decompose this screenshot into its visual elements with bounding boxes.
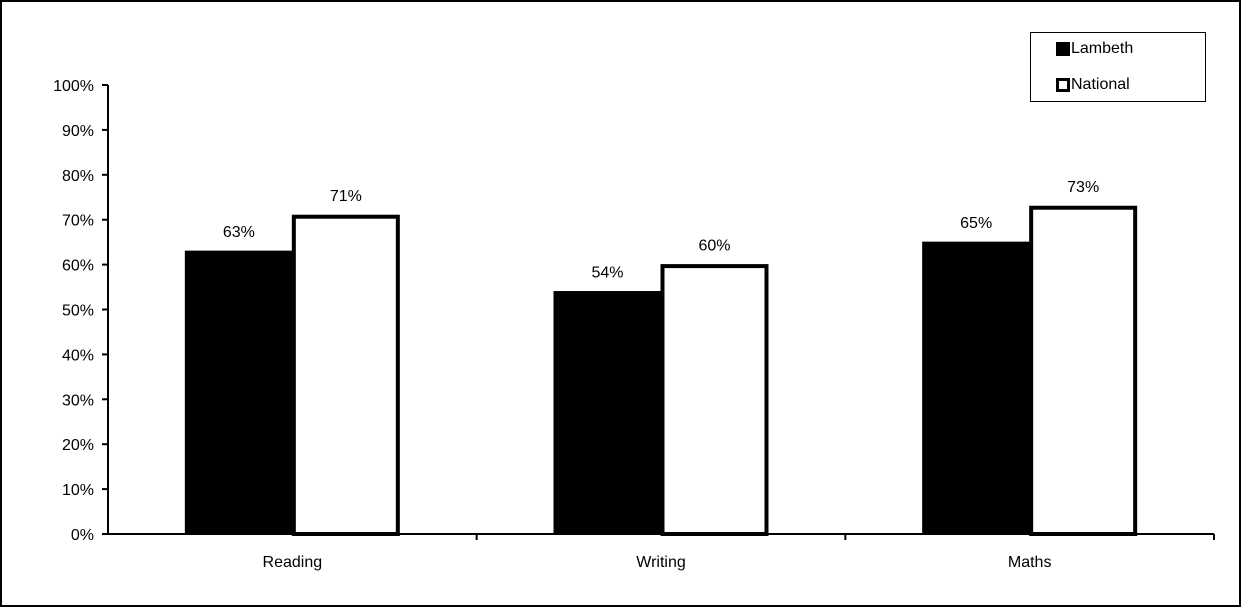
y-tick-label: 90% (62, 123, 94, 140)
x-tick-label-reading: Reading (263, 554, 323, 571)
y-tick-label: 10% (62, 482, 94, 499)
data-label-lambeth-writing: 54% (591, 265, 623, 282)
y-tick-label: 0% (71, 527, 94, 544)
bar-lambeth-reading (184, 250, 293, 535)
bar-national-writing (660, 264, 769, 536)
x-tick-label-maths: Maths (1008, 554, 1052, 571)
y-tick-label: 20% (62, 437, 94, 454)
y-tick-label: 40% (62, 347, 94, 364)
y-tick-label: 30% (62, 392, 94, 409)
data-label-national-reading: 71% (330, 188, 362, 205)
legend-item-lambeth: Lambeth (1056, 39, 1134, 59)
data-label-lambeth-reading: 63% (223, 224, 255, 241)
y-tick-label: 100% (53, 78, 94, 95)
legend-label-national: National (1071, 76, 1130, 93)
y-tick-label: 50% (62, 303, 94, 320)
y-tick-label: 80% (62, 168, 94, 185)
bar-lambeth-writing (553, 291, 662, 535)
legend-swatch-lambeth (1056, 42, 1070, 56)
y-tick-label: 70% (62, 213, 94, 230)
bars (184, 205, 1138, 537)
legend-label-lambeth: Lambeth (1071, 40, 1134, 57)
data-label-lambeth-maths: 65% (960, 215, 992, 232)
legend-swatch-national (1056, 78, 1070, 92)
x-tick-label-writing: Writing (636, 554, 686, 571)
legend-item-national: National (1056, 75, 1130, 95)
bar-lambeth-maths (922, 241, 1031, 535)
y-tick-label: 60% (62, 258, 94, 275)
legend: Lambeth National (1030, 32, 1206, 102)
data-labels: Reading 63% 71% Writing 54% 60% Maths 65% 73% (223, 179, 1099, 571)
data-label-national-maths: 73% (1067, 179, 1099, 196)
bar-national-maths (1029, 205, 1138, 536)
bar-national-reading (291, 214, 400, 537)
data-label-national-writing: 60% (698, 238, 730, 255)
